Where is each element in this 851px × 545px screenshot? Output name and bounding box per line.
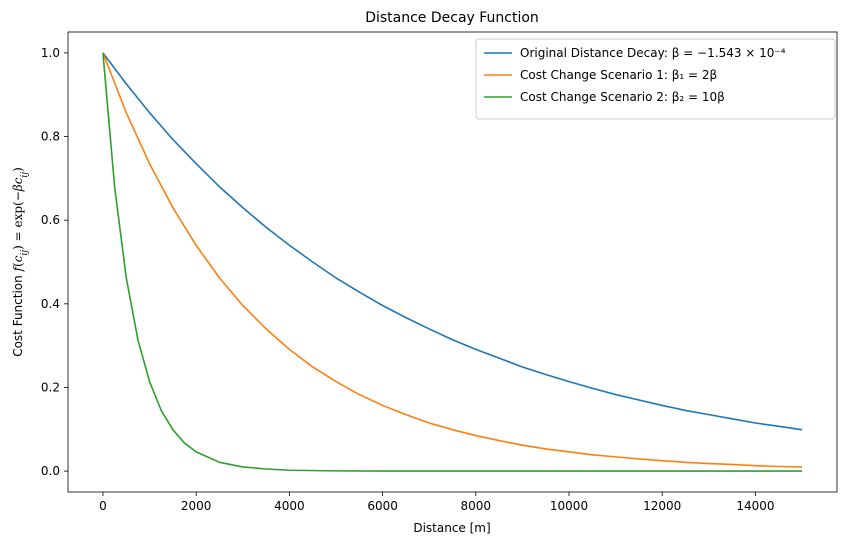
- chart-title: Distance Decay Function: [365, 10, 539, 26]
- x-tick-label: 12000: [643, 499, 681, 513]
- legend-label-2: Cost Change Scenario 1: β₁ = 2β: [520, 68, 717, 82]
- y-tick-label: 0.0: [41, 464, 60, 478]
- legend-label-3: Cost Change Scenario 2: β₂ = 10β: [520, 90, 725, 104]
- y-axis-label: Cost Function f(cij) = exp(−βcij): [11, 167, 30, 357]
- y-tick-label: 0.2: [41, 380, 60, 394]
- legend-box: [475, 38, 836, 120]
- x-tick-label: 8000: [461, 499, 492, 513]
- y-tick-label: 1.0: [41, 46, 60, 60]
- x-tick-label: 14000: [736, 499, 774, 513]
- series-line-2: [102, 52, 803, 468]
- x-tick-label: 6000: [367, 499, 398, 513]
- x-tick-label: 10000: [550, 499, 588, 513]
- y-tick-label: 0.8: [41, 130, 60, 144]
- legend: Original Distance Decay: β = −1.543 × 10…: [475, 38, 836, 120]
- series-line-1: [102, 52, 803, 431]
- y-tick-label: 0.6: [41, 213, 60, 227]
- x-axis-label: Distance [m]: [413, 521, 490, 535]
- x-tick-label: 2000: [181, 499, 212, 513]
- y-axis-ticks: 0.0 0.2 0.4 0.6 0.8 1.0: [41, 46, 68, 478]
- x-axis-ticks: 0 2000 4000 6000 8000 10000 12000 14000: [99, 492, 775, 513]
- x-tick-label: 4000: [274, 499, 305, 513]
- series-line-3: [102, 52, 803, 472]
- series-lines: [102, 52, 803, 472]
- x-tick-label: 0: [99, 499, 107, 513]
- y-tick-label: 0.4: [41, 297, 60, 311]
- legend-label-1: Original Distance Decay: β = −1.543 × 10…: [520, 46, 786, 60]
- plot-area: [67, 31, 838, 493]
- plot-frame: [67, 31, 838, 493]
